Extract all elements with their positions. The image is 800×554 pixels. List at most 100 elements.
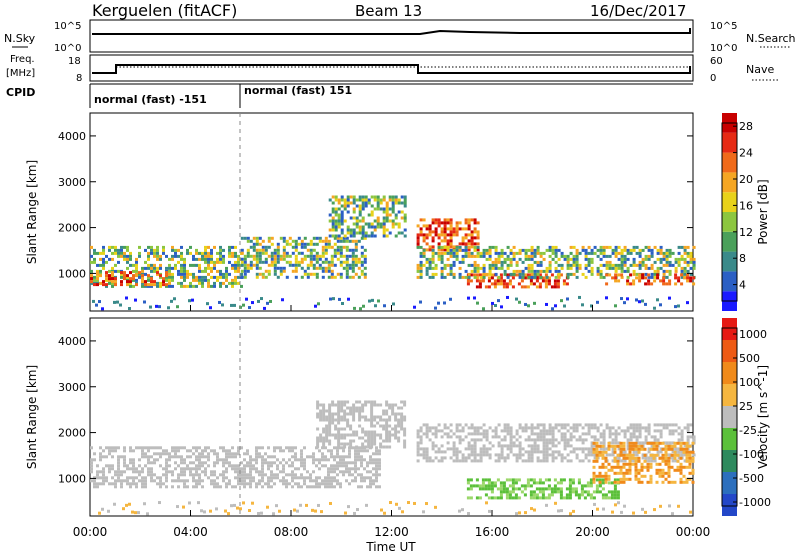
- scatter-cell: [341, 302, 344, 306]
- scatter-cell: [539, 438, 543, 442]
- scatter-cell: [207, 455, 210, 459]
- scatter-cell: [440, 227, 444, 231]
- scatter-cell: [563, 426, 567, 430]
- scatter-cell: [192, 257, 195, 261]
- scatter-cell: [363, 260, 367, 264]
- scatter-cell: [515, 438, 519, 442]
- scatter-cell: [589, 481, 593, 485]
- scatter-cell: [496, 282, 500, 286]
- scatter-cell: [425, 456, 429, 460]
- scatter-cell: [440, 260, 444, 264]
- scatter-cell: [340, 427, 344, 431]
- scatter-cell: [209, 306, 212, 310]
- scatter-cell: [440, 248, 444, 252]
- scatter-cell: [340, 204, 344, 208]
- scatter-cell: [608, 273, 612, 277]
- scatter-cell: [204, 461, 207, 465]
- scatter-cell: [599, 245, 603, 249]
- scatter-cell: [358, 198, 362, 202]
- scatter-cell: [598, 450, 602, 454]
- scatter-cell: [258, 260, 262, 264]
- scatter-cell: [644, 429, 648, 433]
- scatter-cell: [248, 306, 251, 310]
- colorbar-tick-label: 8: [739, 252, 746, 265]
- scatter-cell: [358, 418, 362, 422]
- scatter-cell: [324, 236, 328, 240]
- scatter-cell: [548, 426, 552, 430]
- scatter-cell: [403, 433, 407, 437]
- scatter-cell: [563, 432, 567, 436]
- scatter-cell: [324, 242, 328, 246]
- scatter-cell: [266, 505, 269, 509]
- scatter-cell: [261, 272, 265, 276]
- scatter-cell: [340, 210, 344, 214]
- scatter-cell: [563, 441, 567, 445]
- scatter-cell: [360, 473, 363, 477]
- scatter-cell: [159, 455, 162, 459]
- scatter-cell: [595, 441, 599, 445]
- scatter-cell: [189, 473, 192, 477]
- scatter-cell: [361, 195, 365, 199]
- scatter-cell: [346, 442, 350, 446]
- scatter-cell: [354, 479, 357, 483]
- scatter-cell: [431, 257, 435, 261]
- scatter-cell: [532, 478, 536, 482]
- scatter-cell: [425, 423, 429, 427]
- scatter-cell: [252, 458, 255, 462]
- scatter-cell: [315, 242, 319, 246]
- scatter-cell: [294, 263, 298, 267]
- scatter-cell: [653, 272, 657, 276]
- scatter-cell: [93, 278, 96, 282]
- scatter-cell: [228, 464, 231, 468]
- scatter-cell: [443, 426, 447, 430]
- scatter-cell: [565, 496, 569, 500]
- scatter-cell: [319, 439, 323, 443]
- scatter-cell: [479, 456, 483, 460]
- scatter-cell: [446, 245, 450, 249]
- scatter-cell: [518, 444, 522, 448]
- scatter-cell: [264, 248, 268, 252]
- scatter-cell: [246, 254, 250, 258]
- scatter-cell: [370, 433, 374, 437]
- scatter-cell: [626, 426, 630, 430]
- scatter-cell: [90, 254, 93, 258]
- scatter-cell: [419, 254, 423, 258]
- scatter-cell: [276, 476, 279, 480]
- scatter-cell: [327, 242, 331, 246]
- scatter-cell: [691, 450, 695, 454]
- scatter-cell: [664, 462, 668, 466]
- scatter-cell: [521, 459, 525, 463]
- scatter-cell: [470, 438, 474, 442]
- scatter-cell: [580, 493, 584, 497]
- scatter-cell: [138, 473, 141, 477]
- scatter-cell: [288, 458, 291, 462]
- scatter-cell: [626, 438, 630, 442]
- scatter-cell: [680, 266, 684, 270]
- scatter-cell: [337, 234, 341, 238]
- scatter-cell: [440, 257, 444, 261]
- beam-title: Beam 13: [355, 2, 422, 20]
- scatter-cell: [355, 198, 359, 202]
- scatter-cell: [180, 245, 183, 249]
- scatter-cell: [144, 485, 147, 489]
- scatter-cell: [611, 426, 615, 430]
- scatter-cell: [306, 266, 310, 270]
- scatter-cell: [174, 254, 177, 258]
- scatter-cell: [198, 479, 201, 483]
- scatter-cell: [494, 263, 498, 267]
- scatter-cell: [207, 281, 210, 285]
- scatter-cell: [225, 275, 228, 279]
- scatter-cell: [491, 260, 495, 264]
- scatter-cell: [168, 455, 171, 459]
- scatter-cell: [324, 239, 328, 243]
- scatter-cell: [355, 409, 359, 413]
- scatter-cell: [210, 260, 213, 264]
- scatter-cell: [135, 266, 138, 270]
- scatter-cell: [291, 446, 294, 450]
- scatter-cell: [646, 441, 650, 445]
- scatter-cell: [270, 236, 274, 240]
- scatter-cell: [327, 275, 331, 279]
- scatter-cell: [512, 444, 516, 448]
- scatter-cell: [354, 239, 358, 243]
- scatter-cell: [683, 257, 687, 261]
